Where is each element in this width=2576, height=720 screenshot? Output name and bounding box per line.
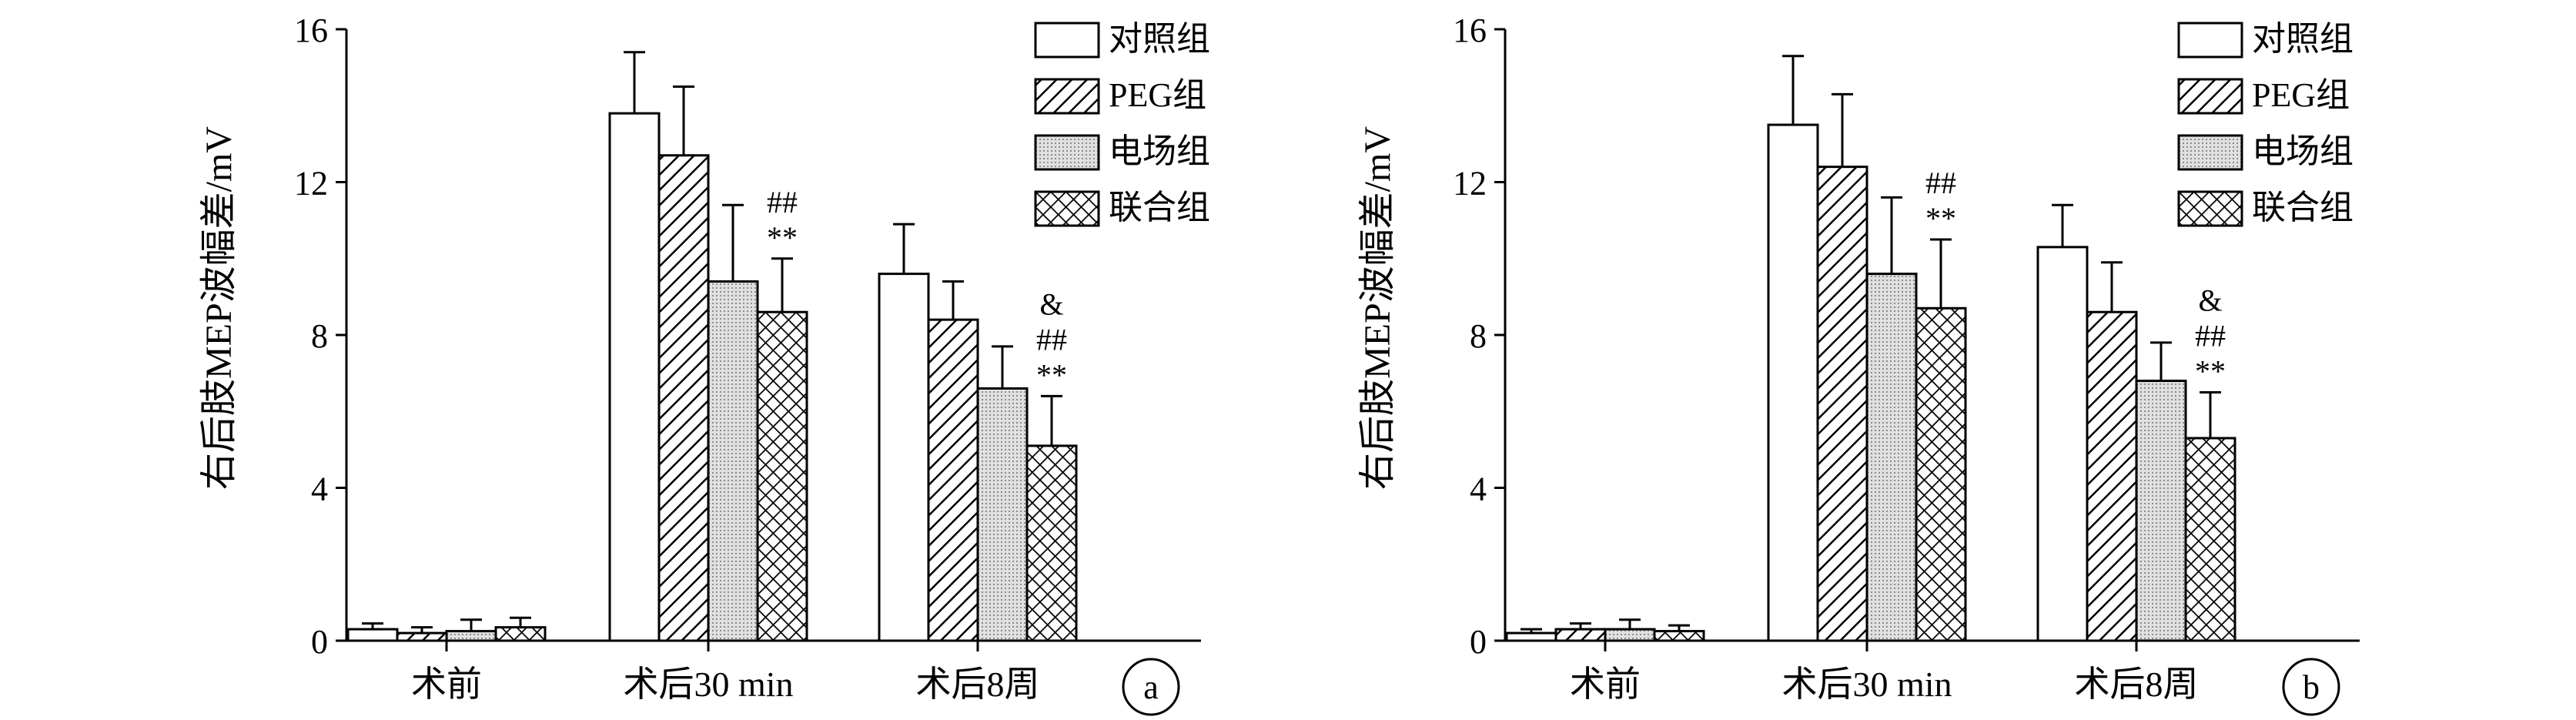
y-tick-label: 16 xyxy=(294,12,328,49)
panel-label-b: b xyxy=(2282,658,2340,716)
significance-marker: & xyxy=(2198,283,2222,317)
legend-label-combined: 联合组 xyxy=(2252,189,2354,226)
y-tick-label: 4 xyxy=(1470,471,1487,508)
panel-label-text: a xyxy=(1143,668,1159,706)
y-tick-label: 0 xyxy=(311,623,328,661)
significance-marker: ## xyxy=(1036,322,1067,357)
significance-marker: ** xyxy=(1036,357,1067,392)
bar-series-3-cat-2 xyxy=(1025,444,1078,642)
significance-marker: ** xyxy=(2195,353,2226,388)
x-tick-label: 术前 xyxy=(411,665,482,704)
legend-item-combined: 联合组 xyxy=(1034,189,1210,227)
legend-item-control: 对照组 xyxy=(1034,20,1210,59)
y-tick-label: 12 xyxy=(294,165,328,203)
bar-series-1-cat-2 xyxy=(927,318,979,642)
panel-label-text: b xyxy=(2303,668,2320,706)
x-tick-label: 术前 xyxy=(1570,665,1641,704)
significance-marker: ## xyxy=(2195,318,2226,353)
bar-series-2-cat-1 xyxy=(1865,273,1918,642)
legend-label-efield: 电场组 xyxy=(1109,132,1210,170)
legend-label-peg: PEG组 xyxy=(2252,76,2350,114)
x-tick-label: 术后30 min xyxy=(1781,665,1952,704)
significance-marker: ** xyxy=(1925,201,1956,236)
bar-series-0-cat-0 xyxy=(346,628,399,642)
y-axis-label: 右后肢MEP波幅差/mV xyxy=(1357,126,1398,490)
y-tick-label: 8 xyxy=(311,317,328,355)
y-axis-label: 右后肢MEP波幅差/mV xyxy=(199,126,239,490)
legend-label-control: 对照组 xyxy=(2252,20,2354,58)
legend-label-efield: 电场组 xyxy=(2252,132,2354,170)
bar-series-0-cat-2 xyxy=(2036,246,2089,642)
significance-marker: ** xyxy=(767,220,798,255)
legend-item-peg: PEG组 xyxy=(1034,76,1206,115)
x-tick-label: 术后8周 xyxy=(916,665,1040,704)
legend-item-peg: PEG组 xyxy=(2177,76,2350,115)
bar-series-0-cat-0 xyxy=(1505,631,1557,642)
bar-series-2-cat-2 xyxy=(2135,380,2187,642)
bar-series-3-cat-1 xyxy=(756,310,808,642)
legend-label-combined: 联合组 xyxy=(1109,189,1210,226)
y-tick-label: 16 xyxy=(1453,12,1487,49)
y-tick-label: 12 xyxy=(1453,165,1487,203)
legend-label-peg: PEG组 xyxy=(1109,76,1206,114)
bar-series-0-cat-1 xyxy=(608,112,661,642)
legend-swatch-control xyxy=(2177,22,2243,59)
legend-swatch-combined xyxy=(1034,190,1100,227)
legend: 对照组 PEG组 电场组 联合组 xyxy=(1034,20,1210,227)
legend-swatch-efield xyxy=(2177,134,2243,171)
legend-swatch-combined xyxy=(2177,190,2243,227)
legend-item-efield: 电场组 xyxy=(1034,132,1210,171)
bar-series-1-cat-1 xyxy=(1816,166,1868,642)
x-tick-label: 术后8周 xyxy=(2075,665,2199,704)
legend: 对照组 PEG组 电场组 联合组 xyxy=(2177,20,2354,227)
legend-item-efield: 电场组 xyxy=(2177,132,2354,171)
x-tick-label: 术后30 min xyxy=(623,665,793,704)
bar-series-3-cat-1 xyxy=(1915,306,1967,642)
panel-label-a: a xyxy=(1122,658,1180,716)
y-tick-label: 4 xyxy=(311,471,328,508)
significance-marker: & xyxy=(1039,286,1063,321)
bar-series-3-cat-2 xyxy=(2184,437,2236,642)
bar-series-0-cat-2 xyxy=(878,273,930,642)
bar-series-2-cat-1 xyxy=(707,280,759,642)
significance-marker: ## xyxy=(1925,166,1956,200)
legend-label-control: 对照组 xyxy=(1109,20,1210,58)
bar-series-1-cat-0 xyxy=(1554,628,1607,642)
bar-series-0-cat-1 xyxy=(1767,123,1819,642)
bar-series-2-cat-0 xyxy=(445,630,497,642)
significance-marker: ## xyxy=(767,185,798,219)
bar-series-1-cat-0 xyxy=(396,631,448,642)
legend-swatch-control xyxy=(1034,22,1100,59)
legend-item-control: 对照组 xyxy=(2177,20,2354,59)
legend-item-combined: 联合组 xyxy=(2177,189,2354,227)
legend-swatch-efield xyxy=(1034,134,1100,171)
legend-swatch-peg xyxy=(2177,78,2243,115)
bar-series-3-cat-0 xyxy=(1653,630,1705,642)
legend-swatch-peg xyxy=(1034,78,1100,115)
bar-series-1-cat-2 xyxy=(2086,310,2138,642)
y-tick-label: 8 xyxy=(1470,317,1487,355)
bar-series-2-cat-2 xyxy=(976,387,1029,642)
bar-series-2-cat-0 xyxy=(1604,628,1656,642)
y-tick-label: 0 xyxy=(1470,623,1487,661)
bar-series-1-cat-1 xyxy=(657,154,710,642)
bar-series-3-cat-0 xyxy=(494,626,547,642)
